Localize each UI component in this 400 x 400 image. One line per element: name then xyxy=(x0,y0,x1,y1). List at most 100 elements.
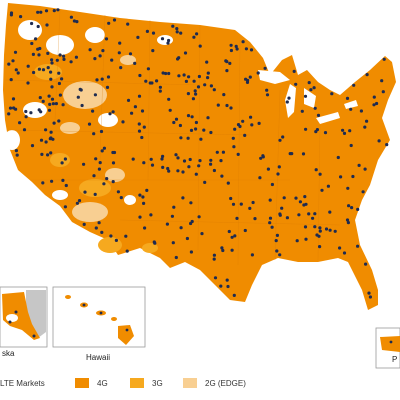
lte-market-dot xyxy=(261,155,265,159)
lte-market-dot xyxy=(206,71,210,75)
lte-market-dot xyxy=(194,120,198,125)
lte-market-dot xyxy=(227,229,231,234)
lte-market-dot xyxy=(9,13,13,17)
lte-market-dot xyxy=(75,201,79,205)
lte-market-dot xyxy=(133,105,137,109)
lte-market-dot xyxy=(150,81,154,85)
lte-market-dot xyxy=(9,78,13,82)
lte-market-dot xyxy=(228,61,232,65)
lte-market-dot xyxy=(178,123,182,128)
lte-market-dot xyxy=(377,139,381,143)
lte-market-dot xyxy=(69,15,73,19)
lte-market-dot xyxy=(303,195,307,199)
lte-market-dot xyxy=(62,54,66,58)
lte-market-dot xyxy=(304,127,308,131)
lte-market-dot xyxy=(318,229,322,233)
lte-market-dot xyxy=(263,66,267,70)
lte-market-dot xyxy=(114,238,118,242)
lte-market-dot xyxy=(301,152,306,156)
lte-market-dot xyxy=(231,136,235,140)
lte-market-dot xyxy=(198,159,202,163)
lte-market-dot xyxy=(58,53,62,57)
legend-title: LTE Markets xyxy=(0,379,45,388)
lte-market-dot xyxy=(142,125,146,129)
lte-market-dot xyxy=(61,178,65,182)
lte-market-dot xyxy=(60,161,64,165)
lte-market-dot xyxy=(313,225,317,229)
lte-market-dot xyxy=(191,97,195,101)
puerto-rico-inset: P xyxy=(375,327,400,369)
lte-market-dot xyxy=(231,202,236,206)
lte-market-dot xyxy=(182,73,186,77)
lte-market-dot xyxy=(174,117,179,121)
lte-market-dot xyxy=(37,108,41,112)
lte-market-dot xyxy=(167,38,171,43)
lte-market-dot xyxy=(145,29,149,33)
legend-swatch-2g xyxy=(183,378,197,388)
lte-market-dot xyxy=(48,102,52,106)
lte-market-dot xyxy=(168,108,172,112)
lte-market-dot xyxy=(111,180,115,184)
lte-market-dot xyxy=(174,255,178,260)
lte-market-dot xyxy=(275,233,279,237)
lte-market-dot xyxy=(245,80,250,84)
lte-market-dot xyxy=(105,177,109,181)
lte-market-dot xyxy=(206,76,210,80)
lte-market-dot xyxy=(46,153,50,157)
lte-market-dot xyxy=(203,180,207,184)
lte-market-dot xyxy=(186,136,190,140)
legend-swatch-4g xyxy=(75,378,89,388)
lte-market-dot xyxy=(312,86,316,90)
lte-market-dot xyxy=(294,196,298,200)
lte-market-dot xyxy=(50,97,55,101)
lte-market-dot xyxy=(119,66,123,70)
lte-market-dot xyxy=(161,71,165,75)
lte-market-dot xyxy=(270,182,274,187)
lte-market-dot xyxy=(229,48,233,53)
lte-market-dot xyxy=(202,128,206,132)
lte-market-dot xyxy=(225,278,229,282)
lte-market-dot xyxy=(137,129,142,133)
lte-market-dot xyxy=(7,62,11,66)
lte-market-dot xyxy=(345,218,350,222)
lte-market-dot xyxy=(30,144,35,148)
lte-market-dot xyxy=(38,96,42,100)
lte-market-dot xyxy=(57,71,61,75)
lte-market-dot xyxy=(309,88,313,92)
lte-market-dot xyxy=(361,190,365,194)
lte-market-dot xyxy=(357,163,361,167)
lte-market-dot xyxy=(182,159,187,163)
lte-market-dot xyxy=(29,111,33,115)
lte-market-dot xyxy=(192,79,196,83)
lte-market-dot xyxy=(189,128,194,132)
lte-market-dot xyxy=(44,128,48,132)
lte-market-dot xyxy=(209,130,213,135)
lte-market-dot xyxy=(61,103,65,107)
lte-market-dot xyxy=(110,58,114,62)
lte-market-dot xyxy=(253,217,257,221)
legend-label-4g: 4G xyxy=(97,379,108,388)
lte-market-dot xyxy=(304,237,308,241)
lte-market-dot xyxy=(142,201,146,205)
lte-market-dot xyxy=(274,239,278,243)
lte-market-dot xyxy=(222,93,226,97)
lte-market-dot xyxy=(170,214,174,218)
lte-market-dot xyxy=(239,202,243,206)
lte-market-dot xyxy=(111,110,115,114)
lte-market-dot xyxy=(166,166,170,171)
lte-market-dot xyxy=(91,109,95,113)
lte-market-dot xyxy=(248,75,252,79)
lte-market-dot xyxy=(278,212,282,216)
lte-market-dot xyxy=(50,61,54,65)
lte-market-dot xyxy=(58,93,63,97)
lte-market-dot xyxy=(92,132,96,136)
lte-market-dot xyxy=(302,203,306,207)
lte-market-dot xyxy=(244,77,248,81)
lte-market-dot xyxy=(250,253,254,257)
lte-market-dot xyxy=(78,87,82,91)
lte-market-dot xyxy=(205,60,209,64)
lte-market-dot xyxy=(51,102,56,106)
lte-market-dot xyxy=(235,216,239,220)
lte-market-dot xyxy=(303,94,308,98)
